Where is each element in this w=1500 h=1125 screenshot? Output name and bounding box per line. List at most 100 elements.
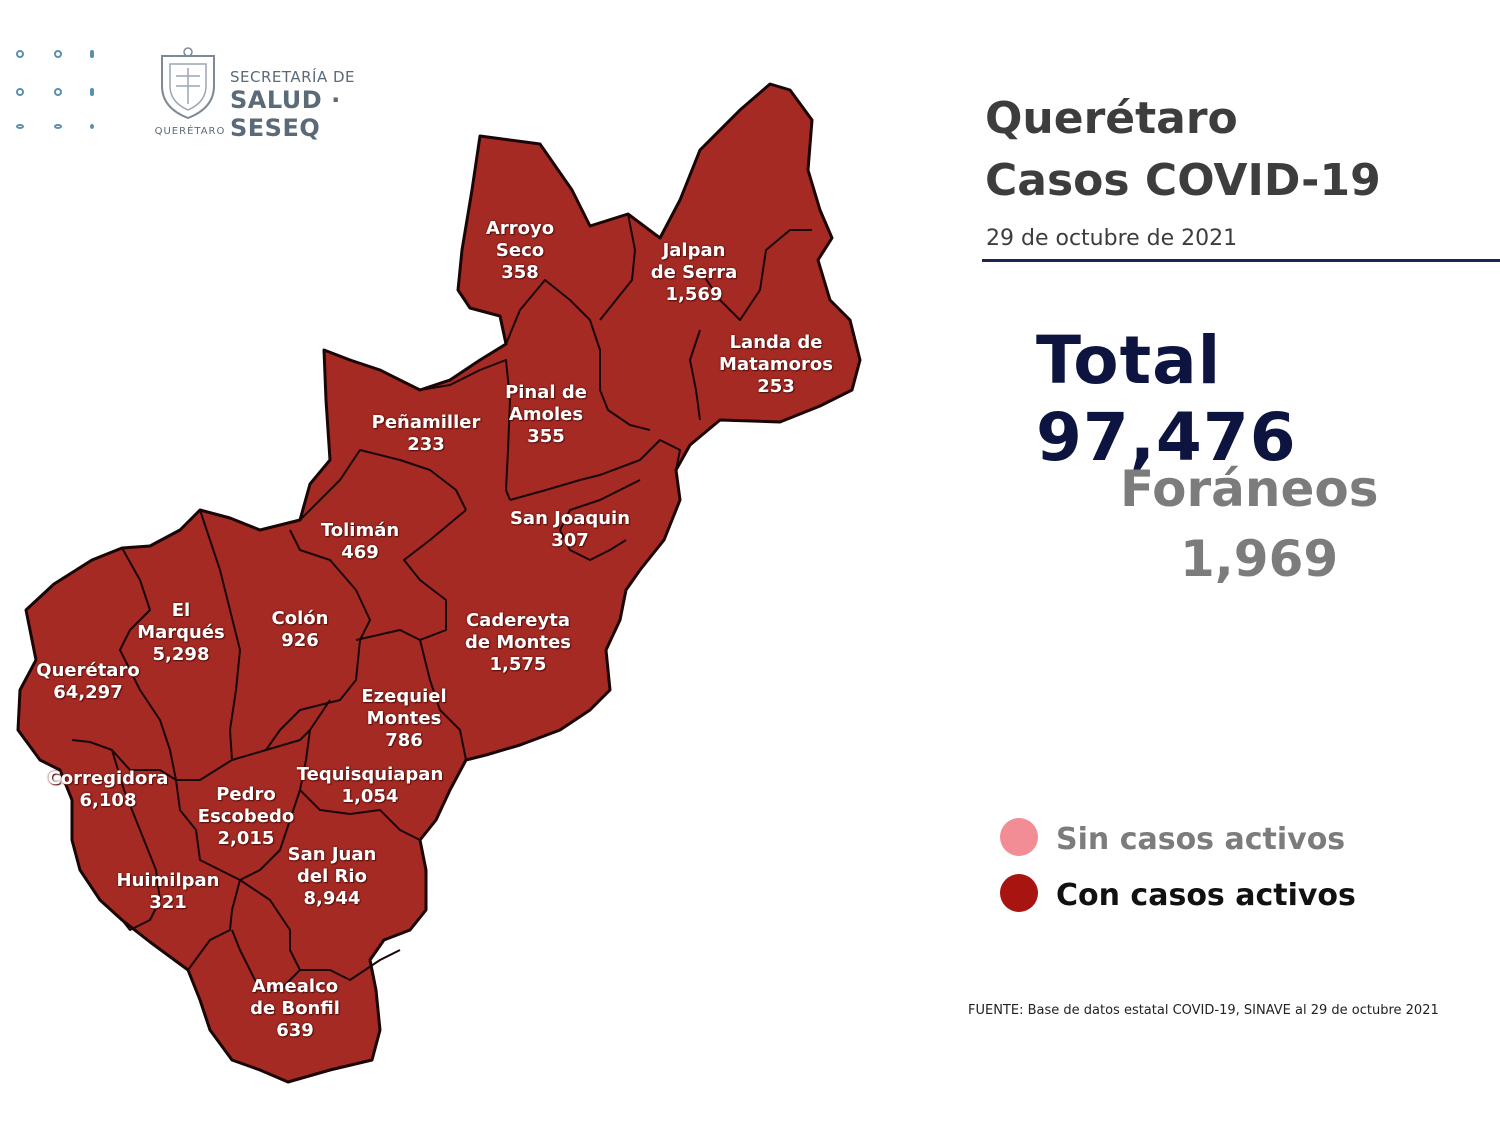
municipality-name: Peñamiller [371,412,481,433]
municipality-name: Tequisquiapan [296,764,444,785]
municipality-label-arroyo-seco: Arroyo Seco 358 [486,218,554,284]
municipality-label-pedro-escobedo: Pedro Escobedo 2,015 [198,784,294,850]
municipality-name: Querétaro [36,660,140,681]
municipality-name: de Bonfil [250,998,340,1019]
municipality-label-tequisquiapan: Tequisquiapan 1,054 [297,764,444,808]
municipality-name: Montes [366,708,442,729]
municipality-cases: 1,054 [341,786,399,807]
municipality-name: Corregidora [47,768,169,789]
municipality-cases: 233 [407,434,445,455]
municipality-cases: 64,297 [53,682,123,703]
municipality-cases: 8,944 [303,888,361,909]
municipality-label-ezequiel-montes: Ezequiel Montes 786 [361,686,446,752]
municipality-label-landa-de-matamoros: Landa de Matamoros 253 [719,332,833,398]
municipality-name: Colón [271,608,329,629]
title-line2: Casos COVID-19 [985,155,1381,206]
foraneos-value: 1,969 [1180,530,1339,588]
municipal-border [119,547,177,781]
municipality-cases: 358 [501,262,539,283]
total-cases: Total 97,476 [1036,322,1297,476]
municipal-border [299,699,421,841]
municipality-name: Cadereyta [465,610,571,631]
municipality-label-pinal-de-amoles: Pinal de Amoles 355 [505,382,587,448]
municipality-name: Ezequiel [361,686,447,707]
municipality-cases: 469 [341,542,379,563]
report-date: 29 de octubre de 2021 [986,226,1238,251]
municipal-border [505,279,651,431]
legend-label-con-casos: Con casos activos [1056,878,1356,913]
state-outline [16,82,862,1084]
municipal-border [689,329,701,421]
queretaro-map: Arroyo Seco 358 Jalpan de Serra 1,569 Landa de… [0,70,880,1100]
municipality-cases: 355 [527,426,565,447]
municipality-cases: 307 [551,530,589,551]
municipality-name: Pinal de [505,382,587,403]
municipal-border [175,779,241,881]
municipality-cases: 639 [276,1020,314,1041]
municipal-border [559,529,627,561]
municipality-name: de Serra [650,262,738,283]
municipality-label-penamiller: Peñamiller 233 [372,412,481,456]
municipality-label-corregidora: Corregidora 6,108 [48,768,169,812]
logo-line2: SALUD · SESEQ [230,86,341,142]
municipality-cases: 2,015 [217,828,275,849]
municipality-label-el-marques: El Marqués 5,298 [137,600,225,666]
municipality-name: El [171,600,191,621]
municipality-cases: 253 [757,376,795,397]
municipal-border [509,439,681,501]
municipal-border [403,509,467,641]
map-svg [16,82,862,1084]
municipality-name: San Juan [287,844,377,865]
municipality-cases: 1,569 [665,284,723,305]
municipality-name: de Montes [465,632,571,653]
municipality-cases: 5,298 [152,644,210,665]
municipality-label-san-juan-del-rio: San Juan del Rio 8,944 [288,844,377,910]
municipal-border [231,929,301,991]
municipality-name: Tolimán [320,520,400,541]
logo-line1: SECRETARÍA DE [230,68,356,86]
municipal-border [111,749,161,931]
title-divider [982,259,1500,262]
municipal-border [299,449,467,521]
municipality-name: Marqués [137,622,225,643]
municipality-label-jalpan-de-serra: Jalpan de Serra 1,569 [651,240,737,306]
municipality-name: San Joaquin [509,508,631,529]
source-note: FUENTE: Base de datos estatal COVID-19, … [968,1003,1439,1018]
municipality-cases: 321 [149,892,187,913]
municipal-border [199,509,241,761]
municipality-name: Matamoros [719,354,833,375]
municipality-cases: 926 [281,630,319,651]
municipal-border [559,479,641,531]
municipality-name: Amoles [508,404,584,425]
municipality-name: Escobedo [197,806,295,827]
municipality-name: Seco [495,240,545,261]
logo-caption: QUERÉTARO [154,126,226,137]
municipality-name: Jalpan [662,240,726,261]
foraneos-label: Foráneos [1120,460,1379,518]
municipality-cases: 1,575 [489,654,547,675]
municipal-border [355,629,467,761]
municipality-name: Arroyo [485,218,555,239]
seseq-logo: QUERÉTARO SECRETARÍA DE SALUD · SESEQ [148,44,428,144]
municipal-border [699,229,812,321]
municipality-cases: 786 [385,730,423,751]
municipality-name: del Rio [297,866,367,887]
municipality-name: Huimilpan [116,870,220,891]
legend-swatch-con-casos [1000,874,1038,912]
municipality-label-amealco-de-bonfil: Amealco de Bonfil 639 [250,976,340,1042]
state-seal-icon [161,47,215,120]
municipality-label-colon: Colón 926 [272,608,329,652]
municipality-label-cadereyta-de-montes: Cadereyta de Montes 1,575 [465,610,571,676]
page-title: Querétaro Casos COVID-19 [985,88,1381,212]
title-line1: Querétaro [985,93,1238,144]
municipality-cases: 6,108 [79,790,137,811]
municipality-name: Pedro [216,784,276,805]
municipality-name: Landa de [729,332,823,353]
municipal-border [379,359,511,501]
decorative-dots [14,46,104,138]
municipal-border [599,213,636,321]
legend-label-sin-casos: Sin casos activos [1056,822,1346,857]
municipality-name: Amealco [251,976,339,997]
legend-swatch-sin-casos [1000,818,1038,856]
municipality-label-huimilpan: Huimilpan 321 [117,870,220,914]
